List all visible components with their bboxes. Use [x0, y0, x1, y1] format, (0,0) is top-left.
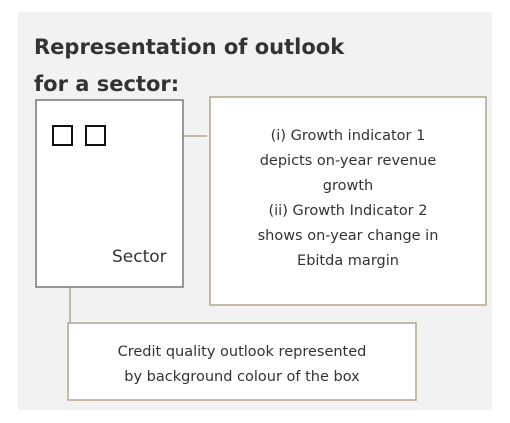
note-line: Ebitda margin: [297, 253, 399, 269]
background-callout: [67, 322, 417, 401]
note-line: (ii) Growth Indicator 2: [269, 203, 428, 219]
note-line: shows on-year change in: [258, 228, 439, 244]
sector-box: [35, 99, 184, 288]
indicator-callout: [209, 96, 487, 306]
note-line: growth: [323, 178, 373, 194]
title-line: for a sector:: [34, 72, 179, 96]
note-line: depicts on-year revenue: [260, 153, 437, 169]
sector-label: Sector: [112, 247, 167, 267]
note-line: (i) Growth indicator 1: [271, 128, 426, 144]
title-line: Representation of outlook: [34, 35, 345, 59]
background-note: Credit quality outlook represented by bac…: [118, 344, 367, 385]
indicator-2: [85, 125, 106, 146]
note-line: by background colour of the box: [124, 369, 360, 385]
indicator-1: [52, 125, 73, 146]
indicator-note: (i) Growth indicator 1 depicts on-year re…: [258, 128, 439, 269]
note-line: Credit quality outlook represented: [118, 344, 367, 360]
